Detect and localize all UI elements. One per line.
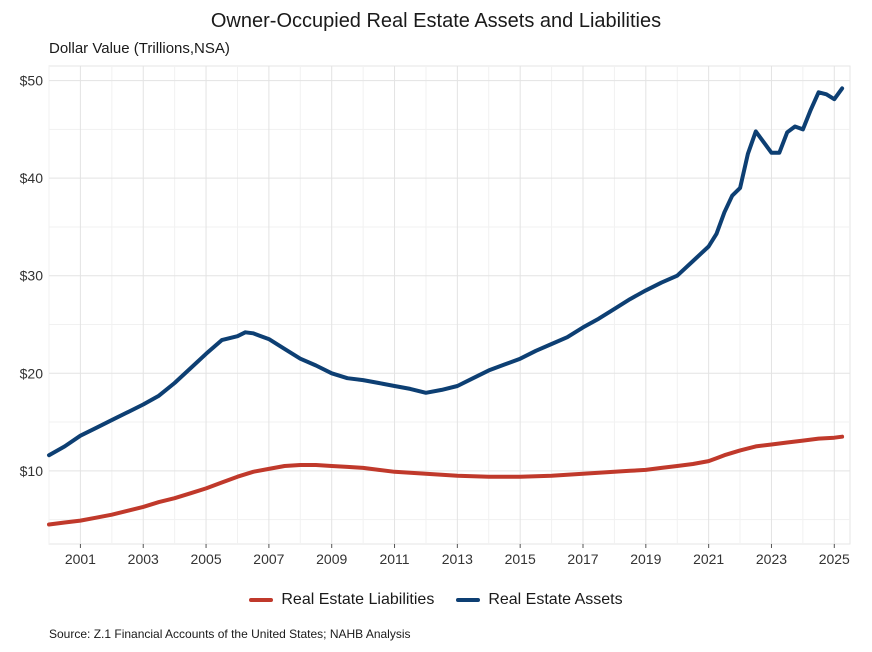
source-note: Source: Z.1 Financial Accounts of the Un… xyxy=(49,627,411,641)
x-tick-label: 2009 xyxy=(316,551,347,567)
legend-item-assets: Real Estate Assets xyxy=(456,591,623,609)
x-tick-label: 2025 xyxy=(819,551,850,567)
x-tick-label: 2023 xyxy=(756,551,787,567)
x-tick-label: 2021 xyxy=(693,551,724,567)
x-tick-label: 2007 xyxy=(253,551,284,567)
legend-item-liabilities: Real Estate Liabilities xyxy=(249,591,434,609)
x-tick-label: 2015 xyxy=(505,551,536,567)
legend-key-liabilities xyxy=(249,598,274,602)
x-tick-label: 2003 xyxy=(128,551,159,567)
legend: Real Estate Liabilities Real Estate Asse… xyxy=(0,591,872,609)
series-line-assets xyxy=(47,86,845,458)
y-tick-label: $50 xyxy=(20,73,44,89)
legend-key-assets xyxy=(456,598,481,602)
y-tick-label: $20 xyxy=(20,365,44,381)
legend-label-liabilities: Real Estate Liabilities xyxy=(281,591,435,608)
gridlines xyxy=(48,65,851,545)
legend-label-assets: Real Estate Assets xyxy=(488,591,623,608)
plot-panel xyxy=(48,65,851,545)
chart-title: Owner-Occupied Real Estate Assets and Li… xyxy=(210,10,662,32)
x-tick-label: 2019 xyxy=(630,551,661,567)
x-tick-label: 2017 xyxy=(567,551,598,567)
series-line-liabilities xyxy=(47,434,845,527)
x-tick-label: 2001 xyxy=(65,551,96,567)
x-tick-label: 2005 xyxy=(190,551,221,567)
y-tick-label: $30 xyxy=(20,268,44,284)
y-tick-label: $10 xyxy=(20,463,44,479)
y-axis-label: Dollar Value (Trillions,NSA) xyxy=(49,40,230,57)
x-tick-label: 2011 xyxy=(379,551,409,567)
series xyxy=(47,86,845,527)
x-tick-label: 2013 xyxy=(442,551,473,567)
axes: $10 $20 $30 $40 $50 2001 2003 2005 2007 2009 2011 2… xyxy=(20,73,850,567)
y-tick-label: $40 xyxy=(20,170,44,186)
